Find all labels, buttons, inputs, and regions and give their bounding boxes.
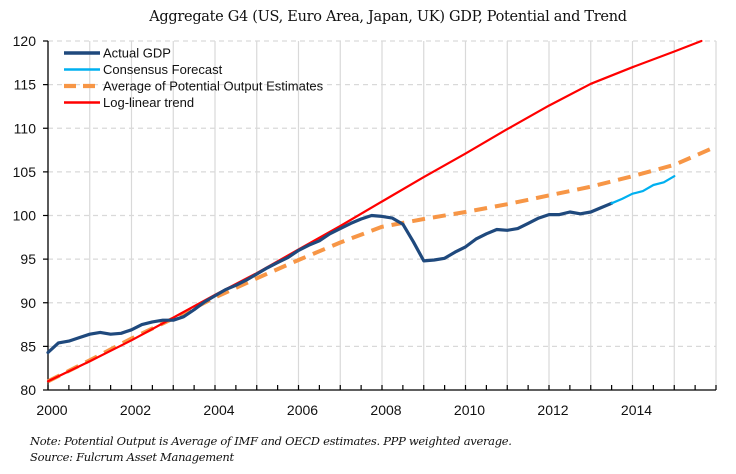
- y-tick-label: 80: [20, 382, 36, 398]
- x-tick-label: 2010: [454, 402, 485, 418]
- y-tick-label: 90: [20, 295, 36, 311]
- y-tick-label: 100: [13, 208, 37, 224]
- y-tick-label: 120: [13, 33, 37, 49]
- y-tick-label: 85: [20, 338, 36, 354]
- grid: [48, 40, 717, 390]
- y-tick-label: 95: [20, 251, 36, 267]
- y-tick-label: 105: [13, 164, 37, 180]
- footnote-note: Note: Potential Output is Average of IMF…: [30, 434, 512, 448]
- legend-label-consensus-forecast: Consensus Forecast: [103, 62, 223, 77]
- series-log-linear-trend: [46, 39, 703, 383]
- y-tick-label: 110: [14, 120, 37, 136]
- y-tick-label: 115: [14, 77, 37, 93]
- x-tick-label: 2000: [36, 402, 67, 418]
- x-tick-label: 2002: [120, 402, 151, 418]
- x-tick-label: 2004: [203, 402, 234, 418]
- x-tick-label: 2012: [537, 402, 568, 418]
- legend-label-actual-gdp: Actual GDP: [103, 46, 171, 61]
- x-tick-label: 2006: [287, 402, 318, 418]
- x-tick-label: 2008: [370, 402, 401, 418]
- series-average-of-potential-output-estimates: [47, 144, 717, 384]
- series-consensus-forecast: [610, 175, 676, 205]
- chart-title: Aggregate G4 (US, Euro Area, Japan, UK) …: [149, 9, 627, 25]
- series-actual-gdp: [46, 201, 614, 355]
- legend-label-average-of-potential-output-estimates: Average of Potential Output Estimates: [103, 79, 324, 94]
- ticks: 80 85 90 95 100 105 110 115 120 2000 2002 2004 2006 2…: [13, 33, 717, 418]
- footnote: Note: Potential Output is Average of IMF…: [30, 433, 512, 465]
- legend-label-log-linear-trend: Log-linear trend: [103, 95, 194, 110]
- series-group: [46, 39, 717, 384]
- footnote-source: Source: Fulcrum Asset Management: [30, 450, 234, 464]
- x-tick-label: 2014: [621, 402, 652, 418]
